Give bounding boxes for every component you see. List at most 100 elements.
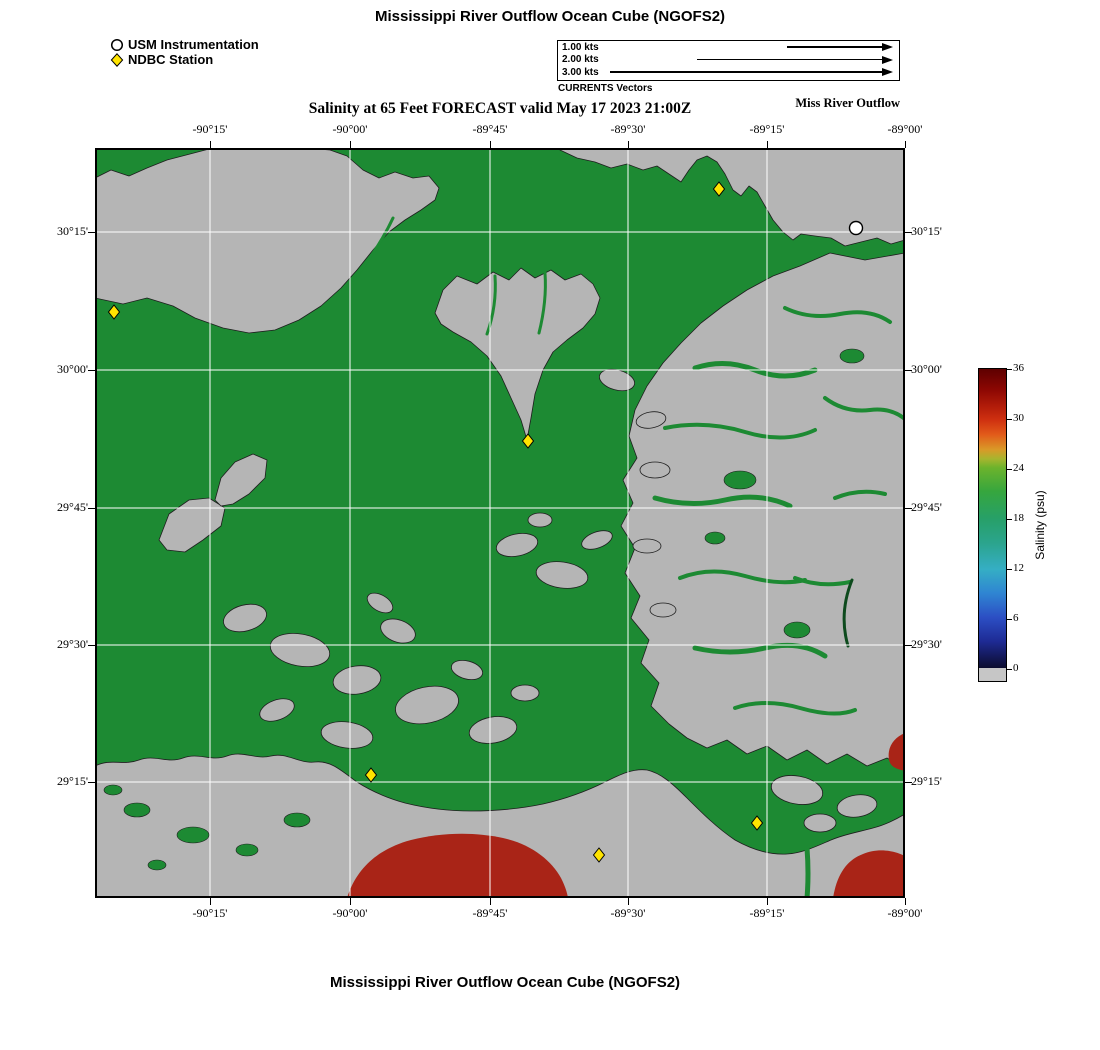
marker-legend: USM Instrumentation NDBC Station xyxy=(110,37,259,67)
ndbc-station-marker xyxy=(592,847,606,863)
colorbar-tick-mark xyxy=(1006,569,1012,570)
land-north-coast xyxy=(559,148,905,247)
lon-tick-mark xyxy=(767,141,768,148)
lat-tick-mark xyxy=(905,508,912,509)
high-salinity-east-edge xyxy=(888,733,905,771)
vector-arrow-1 xyxy=(787,43,893,52)
colorbar-tick-label: 6 xyxy=(1013,612,1019,624)
lon-tick-mark xyxy=(490,898,491,905)
lon-tick-label-bottom: -89°15' xyxy=(749,906,785,920)
marsh-island xyxy=(635,411,667,429)
ndbc-diamond-icon xyxy=(110,52,124,67)
marsh-island xyxy=(770,775,824,805)
marsh-island xyxy=(495,532,539,558)
marsh-island xyxy=(259,698,295,722)
miss-river-outflow-label: Miss River Outflow xyxy=(795,96,900,110)
lon-tick-mark xyxy=(350,898,351,905)
lon-tick-label-bottom: -90°00' xyxy=(332,906,368,920)
marsh-island xyxy=(380,618,416,644)
land-center-peninsula xyxy=(434,267,601,441)
colorbar-axis-label: Salinity (psu) xyxy=(1033,490,1047,560)
lat-tick-label-right: 29°30' xyxy=(911,637,942,651)
land-west-island-a xyxy=(158,497,226,553)
marsh-island xyxy=(639,461,671,479)
currents-vectors-caption: CURRENTS Vectors xyxy=(558,83,653,94)
usm-instrumentation-marker xyxy=(848,220,864,236)
lon-tick-label-top: -89°00' xyxy=(887,122,923,136)
marsh-island xyxy=(649,602,677,618)
usm-circle-icon xyxy=(110,38,124,51)
marsh-island xyxy=(395,685,459,725)
lon-tick-mark xyxy=(628,141,629,148)
colorbar-tick-mark xyxy=(1006,469,1012,470)
map-frame xyxy=(95,148,905,898)
lon-tick-mark xyxy=(628,898,629,905)
lon-tick-label-top: -90°00' xyxy=(332,122,368,136)
arrow-shaft xyxy=(787,46,882,48)
forecast-subtitle: Salinity at 65 Feet FORECAST valid May 1… xyxy=(308,100,692,117)
lat-tick-mark xyxy=(88,645,95,646)
lon-tick-label-top: -89°30' xyxy=(610,122,646,136)
vector-row-1: 1.00 kts xyxy=(558,41,899,53)
lat-tick-label-left: 29°45' xyxy=(57,500,88,514)
colorbar-tick-label: 30 xyxy=(1013,412,1024,424)
marsh-island xyxy=(803,813,837,833)
lon-tick-mark xyxy=(905,141,906,148)
colorbar-tick-label: 36 xyxy=(1013,362,1024,374)
lon-tick-label-top: -89°45' xyxy=(472,122,508,136)
legend-label-usm: USM Instrumentation xyxy=(128,37,259,52)
vector-row-2: 2.00 kts xyxy=(558,53,899,65)
high-salinity-southeast-corner xyxy=(833,850,905,898)
marsh-island xyxy=(632,538,662,554)
marsh-island xyxy=(468,716,518,744)
legend-label-ndbc: NDBC Station xyxy=(128,52,214,67)
lat-tick-mark xyxy=(88,782,95,783)
marsh-island xyxy=(581,530,613,550)
ndbc-station-marker xyxy=(750,815,764,831)
marsh-island xyxy=(527,512,553,528)
lon-tick-label-bottom: -89°30' xyxy=(610,906,646,920)
high-salinity-zones xyxy=(347,733,905,898)
high-salinity-plume-south xyxy=(347,833,568,898)
colorbar-tick-label: 24 xyxy=(1013,462,1024,474)
lat-tick-label-right: 30°00' xyxy=(911,362,942,376)
marsh-island xyxy=(366,592,394,614)
arrow-shaft xyxy=(610,71,882,73)
marsh-island xyxy=(223,603,267,633)
salinity-map xyxy=(95,148,905,898)
marsh-island xyxy=(535,561,589,589)
colorbar-tick-mark xyxy=(1006,369,1012,370)
water-channels xyxy=(103,216,905,898)
ndbc-station-marker xyxy=(107,304,121,320)
land-east-marsh xyxy=(620,252,905,769)
lon-tick-label-bottom: -90°15' xyxy=(192,906,228,920)
colorbar-undercap xyxy=(979,668,1006,681)
lon-tick-mark xyxy=(210,141,211,148)
arrow-shaft xyxy=(697,58,882,61)
lon-tick-label-top: -89°15' xyxy=(749,122,785,136)
lat-tick-mark xyxy=(88,232,95,233)
vector-scale-box: 1.00 kts 2.00 kts 3.00 kts xyxy=(557,40,900,81)
land-delta-south xyxy=(95,753,905,898)
colorbar-gradient xyxy=(979,369,1006,668)
colorbar-tick-label: 0 xyxy=(1013,662,1019,674)
arrow-head-icon xyxy=(882,67,893,76)
lat-tick-label-left: 29°15' xyxy=(57,774,88,788)
ndbc-station-marker xyxy=(521,433,535,449)
arrow-head-icon xyxy=(882,55,893,64)
vector-label-2: 2.00 kts xyxy=(562,54,599,66)
lat-tick-label-left: 29°30' xyxy=(57,637,88,651)
lat-tick-label-left: 30°15' xyxy=(57,224,88,238)
colorbar-tick-mark xyxy=(1006,419,1012,420)
lon-tick-mark xyxy=(905,898,906,905)
arrow-head-icon xyxy=(882,43,893,52)
lon-tick-label-top: -90°15' xyxy=(192,122,228,136)
ndbc-station-marker xyxy=(712,181,726,197)
marsh-island xyxy=(332,665,382,695)
lat-tick-mark xyxy=(88,370,95,371)
lat-tick-mark xyxy=(905,370,912,371)
vector-label-3: 3.00 kts xyxy=(562,66,599,78)
marsh-island xyxy=(320,721,374,749)
legend-item-usm: USM Instrumentation xyxy=(110,37,259,52)
colorbar-tick-label: 12 xyxy=(1013,562,1024,574)
